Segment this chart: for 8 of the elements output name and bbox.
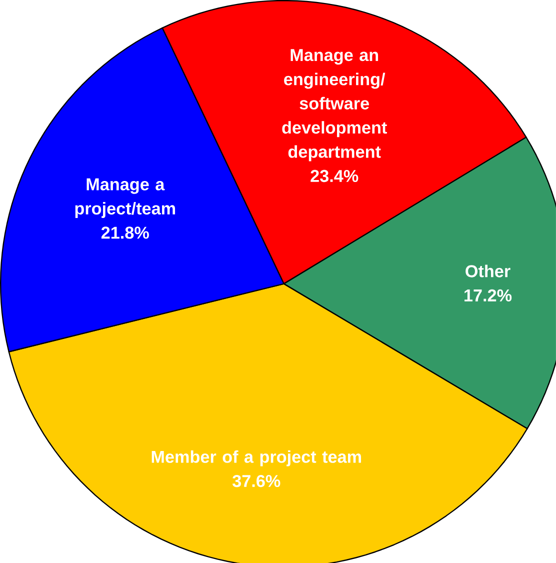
slice-label: Member of a project team	[152, 450, 362, 466]
data-label: 21.8%	[101, 226, 149, 239]
data-label: 17.2%	[464, 289, 512, 302]
data-label: 23.4%	[310, 170, 358, 182]
slice-label: Manage a project/team	[75, 178, 176, 218]
slice-label: Other	[466, 264, 510, 278]
data-label: 37.6%	[232, 474, 280, 488]
slice-label: Manage an engineering/software development department	[282, 49, 388, 162]
